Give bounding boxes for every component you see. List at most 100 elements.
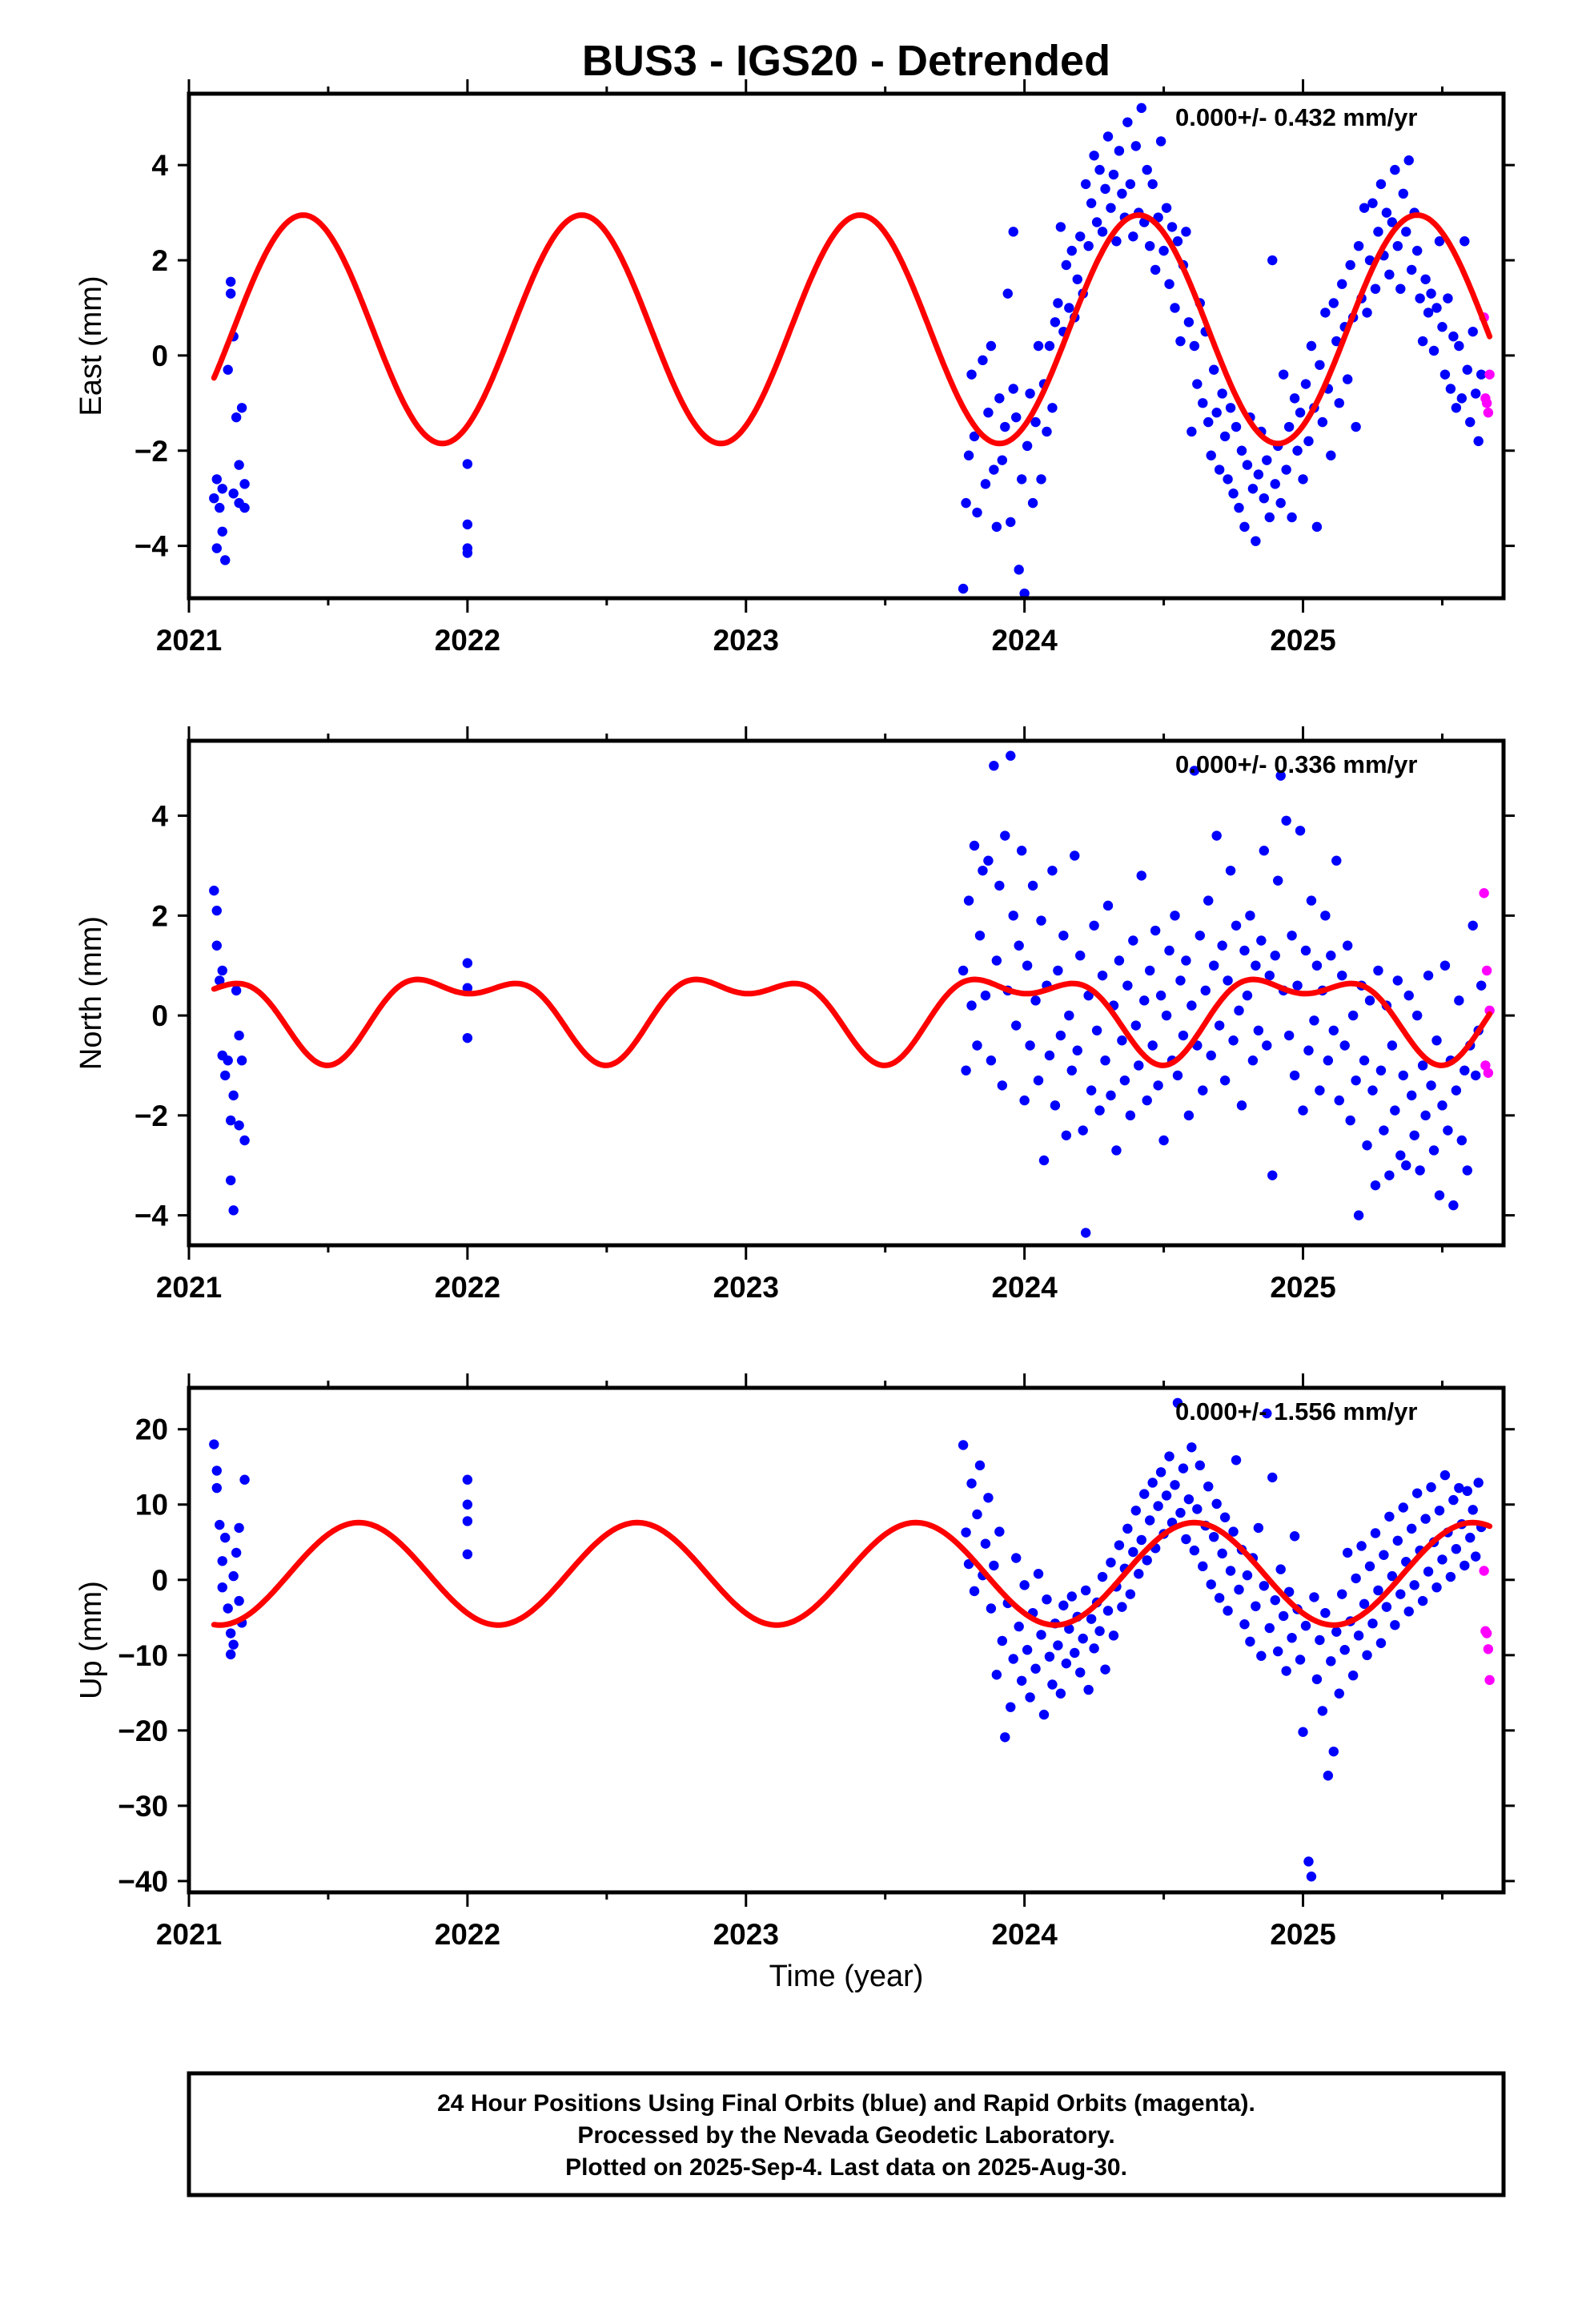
up-final-point	[462, 1549, 473, 1560]
north-final-point	[1219, 1075, 1231, 1086]
east-xtick-label: 2023	[713, 624, 779, 657]
north-final-point	[1443, 1125, 1453, 1136]
east-final-point	[1298, 474, 1308, 485]
north-final-point	[1403, 990, 1414, 1001]
north-final-point	[228, 1205, 239, 1216]
up-final-point	[1356, 1541, 1367, 1551]
east-final-point	[1326, 450, 1336, 460]
east-final-point	[220, 555, 231, 565]
east-final-point	[1198, 398, 1208, 408]
east-final-point	[1423, 308, 1434, 318]
north-final-point	[1198, 1085, 1208, 1096]
north-final-point	[1061, 1130, 1072, 1140]
up-final-point	[1211, 1498, 1222, 1510]
north-final-point	[980, 990, 991, 1001]
north-final-point	[991, 955, 1002, 966]
up-xtick-label: 2025	[1270, 1918, 1335, 1951]
east-xtick-label: 2024	[991, 624, 1058, 657]
north-final-point	[1000, 830, 1010, 841]
up-final-point	[220, 1532, 231, 1543]
east-final-point	[1111, 236, 1122, 247]
east-final-point	[1351, 421, 1361, 432]
north-final-point	[1353, 1210, 1364, 1220]
east-final-point	[1122, 117, 1133, 127]
up-final-point	[1460, 1560, 1470, 1571]
east-final-point	[1317, 416, 1328, 428]
north-final-point	[1287, 931, 1297, 941]
north-final-point	[1094, 1105, 1105, 1116]
east-final-point	[1406, 264, 1417, 275]
east-final-point	[1337, 279, 1347, 289]
east-final-point	[234, 460, 244, 470]
north-final-point	[1411, 1010, 1423, 1021]
east-final-point	[1117, 188, 1127, 199]
north-rapid-point	[1480, 1060, 1491, 1071]
up-final-point	[1370, 1528, 1381, 1538]
north-final-point	[1398, 1070, 1408, 1081]
up-final-point	[1192, 1504, 1203, 1514]
up-final-point	[234, 1595, 244, 1606]
east-final-point	[1315, 360, 1325, 370]
east-final-point	[1206, 450, 1216, 460]
east-final-point	[1264, 512, 1275, 523]
up-final-point	[961, 1527, 971, 1538]
north-panel: 2021 2022 2023 2024 2025 −4 −2 0 2 4 0.000+/- 0.33…	[74, 726, 1515, 1304]
up-final-point	[1223, 1606, 1233, 1616]
east-final-point	[1006, 517, 1016, 528]
footer-box: 24 Hour Positions Using Final Orbits (bl…	[187, 2071, 1506, 2197]
north-final-point	[1114, 955, 1125, 966]
north-final-point	[1128, 935, 1138, 946]
north-final-point	[1122, 980, 1133, 991]
east-final-point	[1445, 384, 1456, 394]
north-final-point	[1406, 1090, 1417, 1101]
north-final-point	[1454, 995, 1464, 1006]
east-final-point	[239, 502, 250, 513]
up-final-point	[1239, 1619, 1250, 1630]
north-final-point	[1047, 865, 1058, 876]
east-final-point	[1278, 369, 1289, 380]
up-final-point	[462, 1499, 473, 1510]
east-final-point	[1375, 179, 1387, 190]
up-final-point	[239, 1474, 250, 1485]
up-ylabel: Up (mm)	[74, 1581, 108, 1699]
east-final-point	[1251, 536, 1261, 546]
east-final-point	[958, 583, 969, 594]
east-final-point	[1203, 416, 1214, 428]
east-frame	[187, 91, 1506, 601]
east-final-point	[1025, 388, 1035, 399]
north-xtick-label: 2025	[1270, 1271, 1335, 1304]
up-final-point	[1420, 1514, 1431, 1524]
east-final-point	[225, 288, 236, 299]
up-final-point	[1334, 1688, 1344, 1699]
up-final-point	[1078, 1633, 1088, 1644]
up-final-point	[1375, 1638, 1387, 1648]
up-final-point	[966, 1478, 977, 1489]
north-final-point	[1409, 1130, 1419, 1140]
north-final-point	[1214, 1020, 1225, 1031]
north-final-point	[1209, 960, 1219, 971]
east-final-point	[1192, 379, 1203, 389]
east-final-point	[1027, 497, 1038, 509]
east-final-point	[1342, 374, 1353, 384]
north-final-point	[994, 880, 1005, 891]
north-final-point	[1247, 1055, 1259, 1066]
north-final-point	[1008, 911, 1018, 921]
north-final-point	[1468, 920, 1478, 931]
north-final-point	[983, 855, 994, 866]
east-final-point	[1136, 103, 1146, 114]
east-final-point	[1050, 317, 1061, 328]
north-final-point	[1089, 920, 1099, 931]
up-ytick-label: −40	[118, 1865, 168, 1898]
north-final-point	[1245, 911, 1255, 921]
east-final-point	[1209, 364, 1219, 375]
north-ytick-label: 4	[151, 800, 168, 833]
east-final-point	[1183, 317, 1195, 328]
east-final-point	[1289, 393, 1300, 404]
up-final-point	[1083, 1684, 1094, 1695]
north-final-point	[1334, 1095, 1344, 1106]
north-final-point	[1030, 995, 1041, 1006]
up-final-point	[1468, 1505, 1478, 1515]
east-final-point	[986, 340, 997, 352]
east-final-point	[1320, 308, 1331, 318]
up-final-point	[1381, 1602, 1392, 1612]
